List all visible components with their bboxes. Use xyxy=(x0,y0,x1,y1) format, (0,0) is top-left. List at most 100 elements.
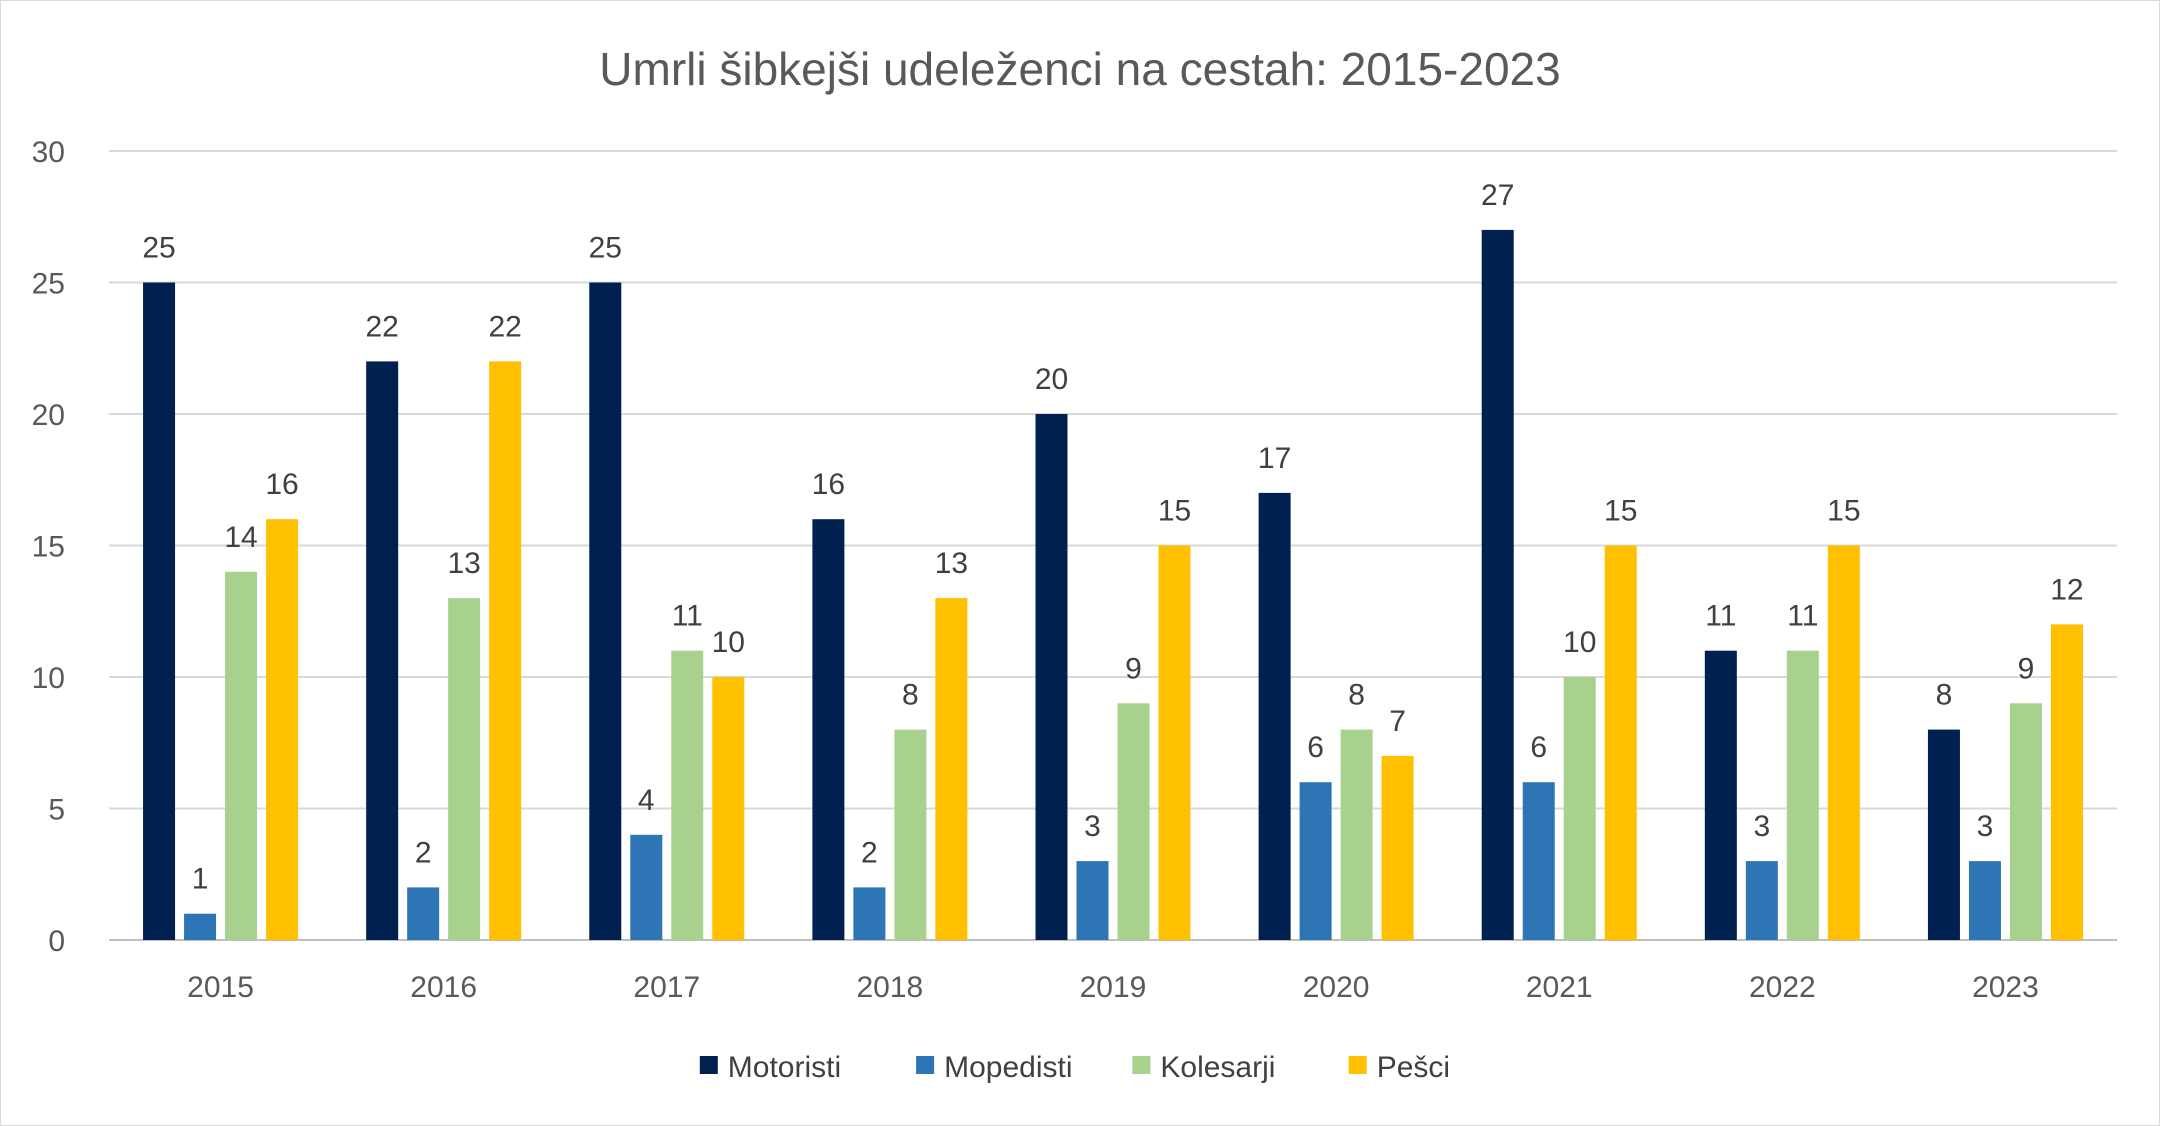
y-axis-ticks: 0 5 10 15 20 25 30 xyxy=(32,136,65,958)
bar-mopedisti-2021 xyxy=(1522,782,1555,940)
data-label: 12 xyxy=(2050,573,2083,606)
bar-pešci-2022 xyxy=(1827,545,1860,940)
x-tick-label: 2015 xyxy=(187,971,254,1004)
bars xyxy=(143,229,2083,940)
legend-swatch xyxy=(1348,1056,1367,1074)
gridlines xyxy=(109,150,2117,941)
bar-mopedisti-2023 xyxy=(1968,861,2001,940)
x-tick-label: 2021 xyxy=(1526,971,1593,1004)
data-label: 8 xyxy=(902,679,919,712)
data-label: 15 xyxy=(1604,495,1637,528)
x-tick-label: 2019 xyxy=(1080,971,1147,1004)
bar-motoristi-2019 xyxy=(1035,414,1068,940)
bar-kolesarji-2018 xyxy=(894,729,927,940)
x-axis-ticks: 2015 2016 2017 2018 2019 2020 2021 2022 2023 xyxy=(187,971,2039,1004)
bar-mopedisti-2018 xyxy=(853,887,886,940)
data-label: 17 xyxy=(1258,442,1291,475)
bar-kolesarji-2016 xyxy=(448,598,481,940)
bar-pešci-2019 xyxy=(1158,545,1191,940)
bar-motoristi-2021 xyxy=(1481,229,1514,940)
legend-label: Pešci xyxy=(1377,1051,1450,1084)
data-label: 3 xyxy=(1977,810,1994,843)
y-tick-label: 25 xyxy=(32,268,65,301)
bar-pešci-2016 xyxy=(489,361,522,940)
bar-pešci-2018 xyxy=(935,598,968,940)
data-label: 1 xyxy=(192,863,209,896)
bar-mopedisti-2019 xyxy=(1076,861,1109,940)
bar-motoristi-2015 xyxy=(143,282,176,940)
bar-kolesarji-2015 xyxy=(225,571,258,940)
data-label: 6 xyxy=(1307,731,1324,764)
bar-mopedisti-2015 xyxy=(184,913,217,940)
legend-item-pešci: Pešci xyxy=(1348,1051,1450,1084)
data-label: 27 xyxy=(1481,179,1514,212)
bar-pešci-2021 xyxy=(1604,545,1637,940)
legend-item-motoristi: Motoristi xyxy=(699,1051,841,1084)
chart-title: Umrli šibkejši udeleženci na cestah: 201… xyxy=(599,43,1560,95)
bar-motoristi-2018 xyxy=(812,519,845,940)
bar-motoristi-2017 xyxy=(589,282,622,940)
data-label: 22 xyxy=(488,310,521,343)
bar-mopedisti-2020 xyxy=(1299,782,1332,940)
bar-kolesarji-2017 xyxy=(671,650,704,940)
data-label: 2 xyxy=(415,836,432,869)
data-label: 6 xyxy=(1530,731,1547,764)
data-label: 4 xyxy=(638,784,655,817)
legend-swatch xyxy=(1132,1056,1151,1074)
x-tick-label: 2016 xyxy=(410,971,477,1004)
y-tick-label: 30 xyxy=(32,136,65,169)
data-label: 7 xyxy=(1389,705,1406,738)
x-tick-label: 2020 xyxy=(1303,971,1370,1004)
legend: Motoristi Mopedisti Kolesarji Pešci xyxy=(699,1051,1450,1084)
bar-kolesarji-2019 xyxy=(1117,703,1150,940)
data-label: 11 xyxy=(1787,600,1818,633)
bar-kolesarji-2020 xyxy=(1340,729,1373,940)
data-label: 13 xyxy=(935,547,968,580)
legend-swatch xyxy=(916,1056,935,1074)
bar-pešci-2015 xyxy=(266,519,299,940)
data-label: 10 xyxy=(712,626,745,659)
data-label: 8 xyxy=(1936,679,1953,712)
data-label: 11 xyxy=(1705,600,1736,633)
bar-kolesarji-2022 xyxy=(1786,650,1819,940)
y-tick-label: 15 xyxy=(32,531,65,564)
bar-kolesarji-2023 xyxy=(2009,703,2042,940)
data-label: 11 xyxy=(672,600,703,633)
data-label: 13 xyxy=(447,547,480,580)
data-label: 15 xyxy=(1158,495,1191,528)
data-label: 8 xyxy=(1348,679,1365,712)
data-label: 22 xyxy=(365,310,398,343)
y-tick-label: 5 xyxy=(48,794,65,827)
data-label: 25 xyxy=(589,232,622,265)
legend-swatch xyxy=(699,1056,718,1074)
data-label: 16 xyxy=(812,468,845,501)
data-label: 25 xyxy=(142,232,175,265)
data-label: 3 xyxy=(1084,810,1101,843)
x-tick-label: 2017 xyxy=(633,971,700,1004)
bar-motoristi-2022 xyxy=(1704,650,1737,940)
data-label: 15 xyxy=(1827,495,1860,528)
x-tick-label: 2023 xyxy=(1972,971,2039,1004)
x-tick-label: 2022 xyxy=(1749,971,1816,1004)
data-label: 20 xyxy=(1035,363,1068,396)
bar-kolesarji-2021 xyxy=(1563,677,1596,940)
data-label: 9 xyxy=(2018,652,2035,685)
y-tick-label: 0 xyxy=(48,925,65,958)
bar-motoristi-2020 xyxy=(1258,492,1291,940)
bar-pešci-2020 xyxy=(1381,755,1414,940)
data-labels: 2511416222132225411101628132039151768727… xyxy=(142,179,2083,896)
data-label: 14 xyxy=(224,521,257,554)
legend-item-mopedisti: Mopedisti xyxy=(916,1051,1073,1084)
bar-motoristi-2016 xyxy=(366,361,399,940)
legend-label: Mopedisti xyxy=(944,1051,1072,1084)
bar-mopedisti-2022 xyxy=(1745,861,1778,940)
bar-mopedisti-2017 xyxy=(630,834,663,940)
y-tick-label: 10 xyxy=(32,662,65,695)
data-label: 2 xyxy=(861,836,878,869)
data-label: 9 xyxy=(1125,652,1142,685)
bar-pešci-2017 xyxy=(712,677,745,940)
bar-pešci-2023 xyxy=(2050,624,2083,940)
x-tick-label: 2018 xyxy=(857,971,924,1004)
